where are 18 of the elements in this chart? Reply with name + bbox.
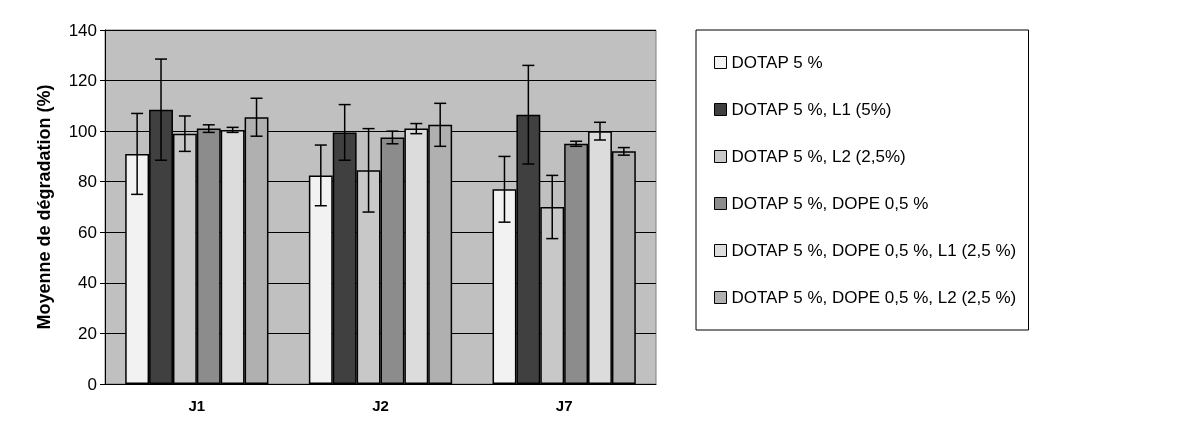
y-tick-label: 100: [68, 121, 97, 141]
y-tick-label: 20: [78, 323, 97, 343]
x-tick-label: J7: [555, 397, 573, 414]
legend-label: DOTAP 5 %, DOPE 0,5 %, L2 (2,5 %): [731, 288, 1017, 307]
y-tick-label: 60: [78, 222, 97, 242]
legend-label: DOTAP 5 %, DOPE 0,5 %, L1 (2,5 %): [731, 241, 1017, 260]
legend-label: DOTAP 5 %, L1 (5%): [731, 100, 892, 119]
y-tick-label: 80: [78, 172, 97, 192]
y-axis-title: Moyenne de dégradation (%): [34, 84, 54, 330]
legend-label: DOTAP 5 %, L2 (2,5%): [731, 147, 906, 166]
y-tick-label: 40: [78, 273, 97, 293]
y-tick-label: 140: [68, 20, 97, 40]
x-tick-label: J2: [372, 397, 389, 414]
y-tick-label: 120: [68, 71, 97, 91]
legend-label: DOTAP 5 %, DOPE 0,5 %: [731, 194, 929, 213]
y-tick-label: 0: [87, 374, 97, 394]
legend-label: DOTAP 5 %: [731, 53, 823, 72]
x-tick-label: J1: [188, 397, 206, 414]
